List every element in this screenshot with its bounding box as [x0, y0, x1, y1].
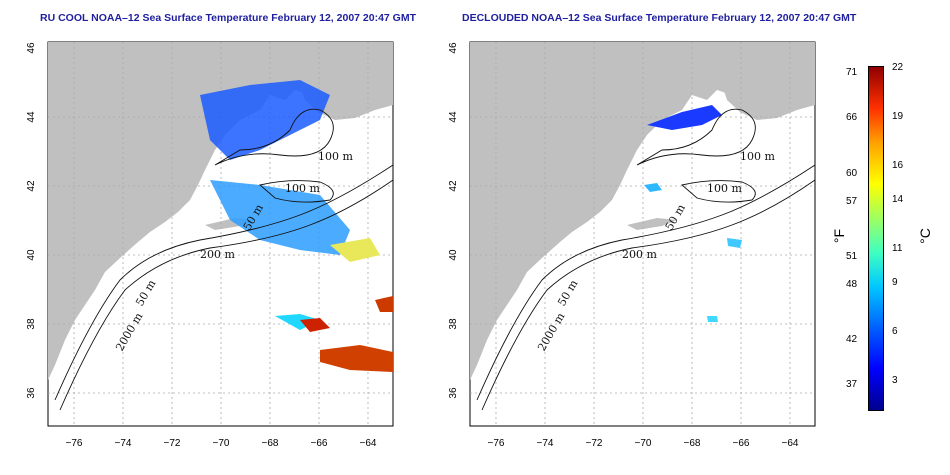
fahrenheit-tick: 51 — [846, 251, 858, 262]
y-tick-label: 42 — [448, 180, 459, 192]
nova-scotia-land — [722, 45, 815, 120]
right-map-title: DECLOUDED NOAA–12 Sea Surface Temperatur… — [462, 12, 857, 24]
coastline-land — [470, 42, 815, 380]
x-tick-label: −76 — [66, 438, 83, 449]
y-tick-label: 38 — [26, 318, 37, 330]
fahrenheit-tick: 37 — [846, 379, 858, 390]
x-tick-label: −66 — [733, 438, 750, 449]
celsius-tick: 6 — [892, 326, 898, 337]
sst-data — [644, 105, 742, 322]
contour-label: 200 m — [622, 248, 657, 261]
celsius-tick: 11 — [892, 243, 903, 254]
x-tick-label: −72 — [164, 438, 181, 449]
x-tick-label: −74 — [537, 438, 554, 449]
y-tick-label: 42 — [26, 180, 37, 192]
x-tick-label: −68 — [262, 438, 279, 449]
x-tick-label: −64 — [782, 438, 799, 449]
long-island — [627, 218, 677, 230]
y-axis-ticks: 46 44 42 40 38 36 — [448, 42, 459, 399]
right-plot-area: 100 m 100 m 50 m 200 m 50 m 2000 m −76 −… — [448, 41, 816, 449]
left-map-title: RU COOL NOAA–12 Sea Surface Temperature … — [40, 12, 417, 24]
x-tick-label: −66 — [311, 438, 328, 449]
bathymetry-contours — [54, 108, 394, 411]
left-plot-area: 100 m 100 m 50 m 200 m 50 m 2000 m −76 −… — [26, 41, 394, 449]
x-tick-label: −76 — [488, 438, 505, 449]
x-axis-ticks: −76 −74 −72 −70 −68 −66 −64 — [488, 438, 799, 449]
celsius-tick: 22 — [892, 62, 904, 73]
celsius-tick: 19 — [892, 111, 904, 122]
y-tick-label: 44 — [26, 111, 37, 123]
contour-label: 100 m — [740, 150, 775, 163]
x-tick-label: −70 — [213, 438, 230, 449]
y-tick-label: 36 — [26, 387, 37, 399]
fahrenheit-tick: 66 — [846, 112, 858, 123]
contour-label: 100 m — [707, 182, 742, 195]
contour-label: 100 m — [285, 182, 320, 195]
y-tick-label: 38 — [448, 318, 459, 330]
temperature-colorbar — [868, 66, 884, 411]
fahrenheit-tick: 42 — [846, 334, 858, 345]
x-tick-label: −74 — [115, 438, 132, 449]
x-axis-ticks: −76 −74 −72 −70 −68 −66 −64 — [66, 438, 377, 449]
x-tick-label: −72 — [586, 438, 603, 449]
fahrenheit-tick: 48 — [846, 279, 858, 290]
right-sst-map: 100 m 100 m 50 m 200 m 50 m 2000 m −76 −… — [448, 41, 816, 449]
x-tick-label: −68 — [684, 438, 701, 449]
celsius-tick: 16 — [892, 160, 904, 171]
bathymetry-contours — [476, 108, 816, 411]
left-sst-map: 100 m 100 m 50 m 200 m 50 m 2000 m −76 −… — [26, 41, 394, 449]
fahrenheit-tick: 71 — [846, 67, 858, 78]
celsius-tick: 14 — [892, 194, 904, 205]
fahrenheit-tick: 57 — [846, 196, 858, 207]
y-tick-label: 36 — [448, 387, 459, 399]
contour-label: 200 m — [200, 248, 235, 261]
sst-data — [200, 80, 393, 372]
contour-label: 100 m — [318, 150, 353, 163]
y-tick-label: 44 — [448, 111, 459, 123]
celsius-unit-label: °C — [916, 228, 933, 244]
x-tick-label: −70 — [635, 438, 652, 449]
graticule — [470, 42, 815, 426]
fahrenheit-tick: 60 — [846, 168, 858, 179]
celsius-tick: 3 — [892, 375, 898, 386]
y-tick-label: 46 — [448, 42, 459, 54]
celsius-tick: 9 — [892, 277, 898, 288]
coastline-land — [48, 42, 393, 380]
x-tick-label: −64 — [360, 438, 377, 449]
y-axis-ticks: 46 44 42 40 38 36 — [26, 42, 37, 399]
y-tick-label: 40 — [448, 249, 459, 261]
y-tick-label: 40 — [26, 249, 37, 261]
y-tick-label: 46 — [26, 42, 37, 54]
fahrenheit-unit-label: °F — [831, 228, 848, 244]
